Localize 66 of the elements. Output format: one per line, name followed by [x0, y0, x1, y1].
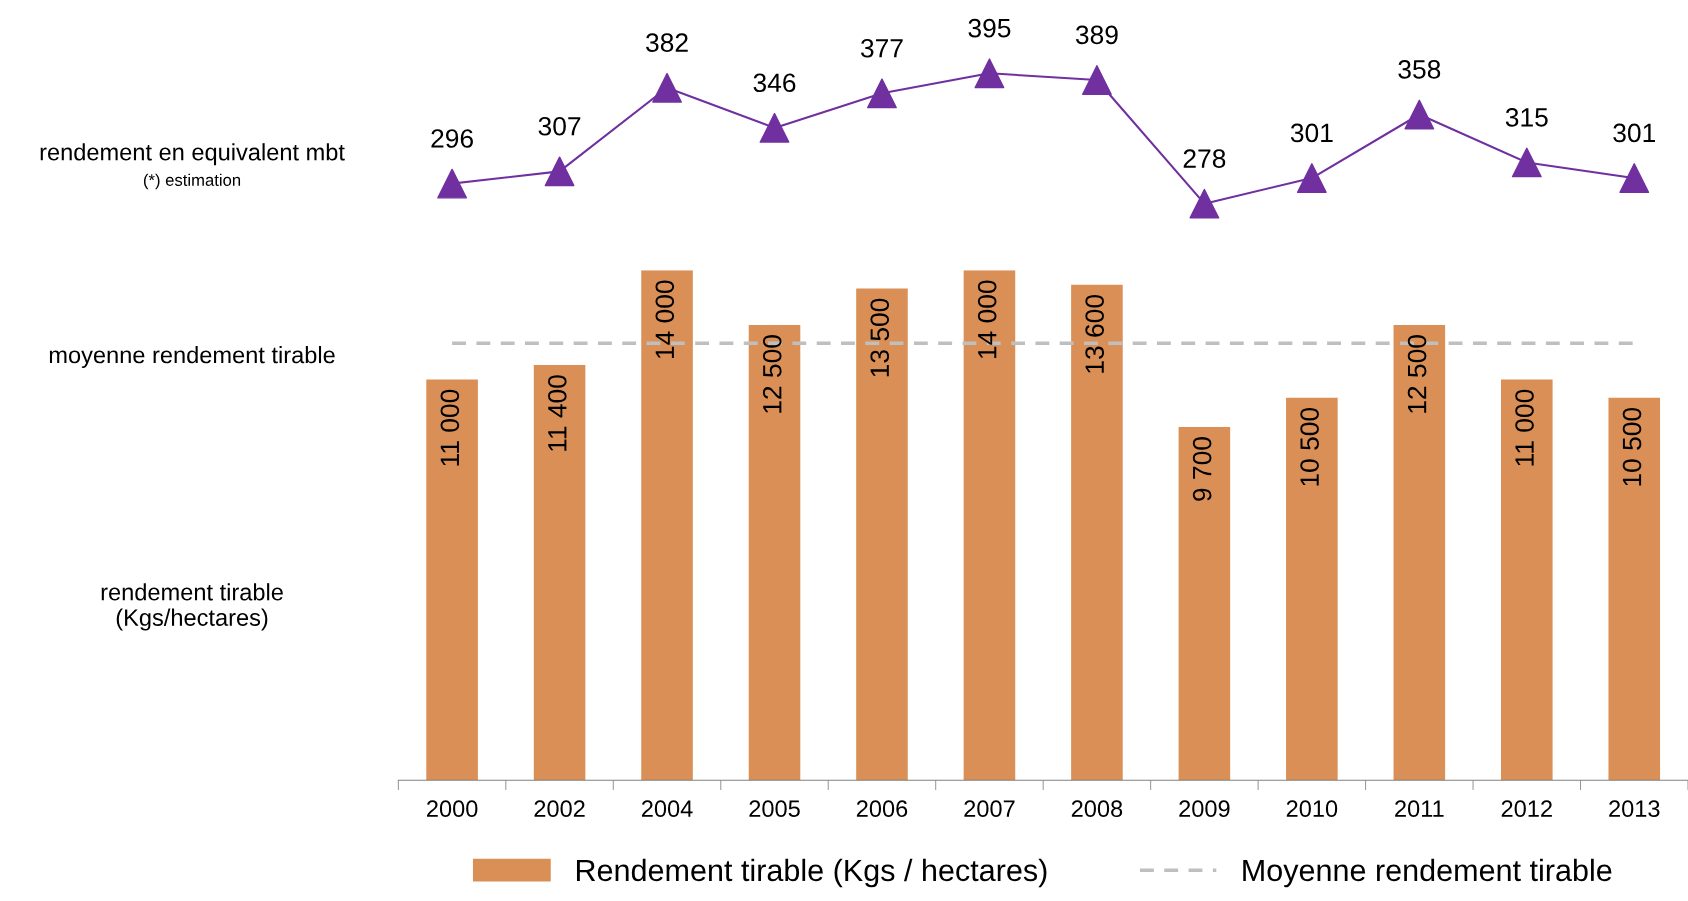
x-tick-label: 2011: [1395, 800, 1444, 818]
bar: [856, 288, 908, 781]
data-label: 301: [1290, 123, 1333, 143]
data-label: 10 500: [1622, 407, 1642, 486]
data-label: 377: [860, 38, 903, 58]
data-label: 10 500: [1300, 407, 1319, 486]
point: [1081, 65, 1112, 95]
data-label: 358: [1398, 60, 1441, 79]
y-axis-title: rendement en equivalent mbt: [40, 143, 345, 166]
data-label: 11 000: [1515, 389, 1534, 466]
point: [437, 168, 468, 199]
data-label: 12 500: [1407, 335, 1427, 413]
data-label: 301: [1613, 123, 1655, 143]
data-label: 382: [646, 33, 688, 52]
point: [759, 112, 790, 143]
data-label: 12 500: [762, 335, 782, 413]
x-tick-label: 2005: [749, 800, 800, 818]
bar: [426, 379, 478, 781]
x-tick-label: 2002: [534, 800, 585, 818]
point: [1189, 188, 1220, 219]
x-tick-label: 2004: [641, 800, 693, 818]
point: [1511, 147, 1542, 178]
data-label: 315: [1505, 107, 1548, 127]
text: moyenne rendement tirable: [49, 345, 335, 368]
x-tick-label: 2007: [964, 800, 1015, 818]
bar: [641, 270, 693, 781]
data-label: 13 500: [870, 298, 890, 377]
data-label: 14 000: [655, 280, 675, 359]
legend-label: Rendement tirable (Kgs / hectares): [576, 858, 1047, 888]
data-label: 11 000: [440, 389, 460, 466]
bar: [1071, 284, 1123, 781]
point: [1404, 99, 1435, 130]
point: [1296, 163, 1327, 193]
bar: [1501, 379, 1553, 781]
data-label: 389: [1075, 25, 1118, 45]
bar: [1286, 397, 1338, 781]
point: [652, 72, 682, 103]
bar: [1608, 397, 1661, 781]
data-label: 9 700: [1192, 437, 1212, 501]
bar: [748, 324, 801, 781]
point: [1619, 163, 1650, 193]
data-label: 11 400: [547, 375, 567, 451]
point: [974, 58, 1005, 89]
data-label: 346: [753, 73, 796, 93]
data-label: 13 600: [1085, 295, 1104, 373]
x-tick-label: 2006: [856, 800, 908, 818]
data-label: 278: [1183, 149, 1226, 168]
x-tick-label: 2009: [1179, 800, 1230, 818]
data-label: 296: [431, 129, 473, 148]
data-label: 395: [968, 18, 1011, 38]
legend-label: Moyenne rendement tirable: [1243, 858, 1612, 888]
x-tick-label: 2008: [1071, 800, 1123, 818]
y-axis-title: rendement tirable (Kgs/hectares): [101, 583, 283, 631]
data-label: 307: [538, 116, 581, 136]
data-label: 14 000: [977, 280, 997, 359]
x-tick-label: 2013: [1609, 800, 1660, 818]
bar: [1393, 324, 1446, 781]
text: (*) estimation: [143, 173, 241, 190]
x-tick-label: 2000: [427, 800, 478, 818]
x-tick-label: 2012: [1501, 800, 1552, 818]
bar: [963, 270, 1016, 781]
bar: [1178, 426, 1231, 781]
point: [867, 78, 897, 109]
x-tick-label: 2010: [1286, 800, 1338, 818]
point: [544, 156, 575, 187]
bar: [533, 365, 586, 781]
